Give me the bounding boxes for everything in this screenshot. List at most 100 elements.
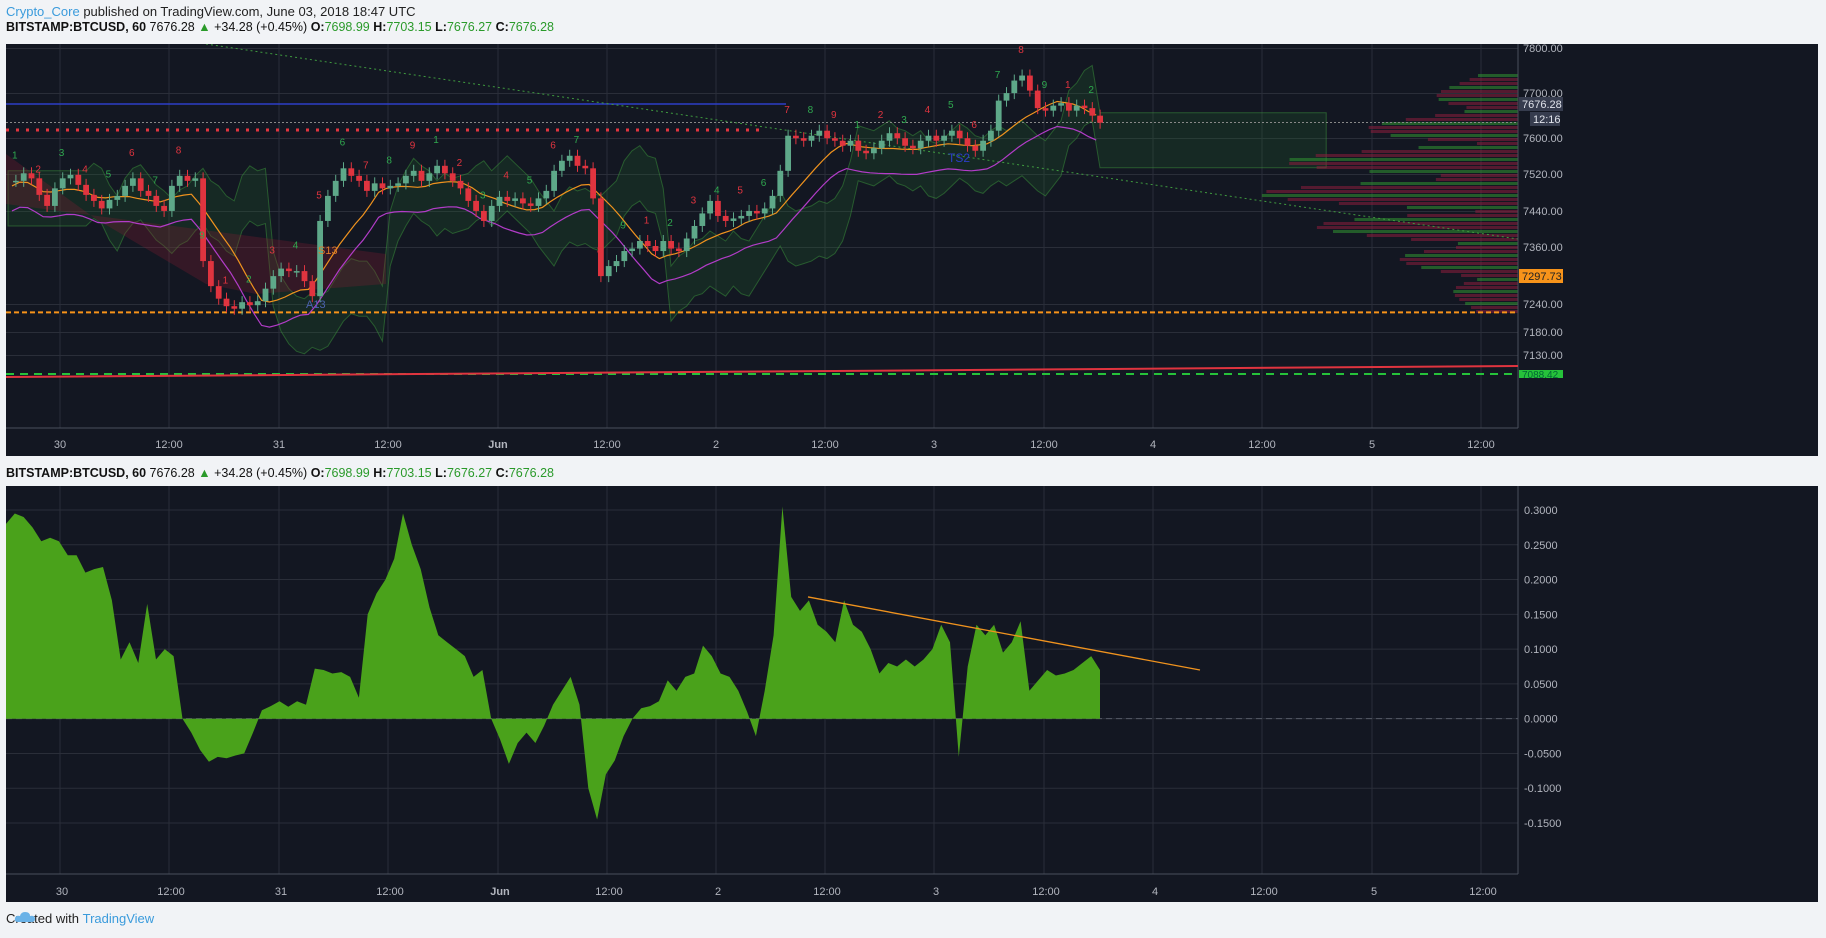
oscillator-tick-label: 0.0500 (1524, 679, 1558, 691)
candle-body (738, 215, 745, 219)
candle-body (816, 130, 823, 136)
volume-profile-bar (1261, 194, 1518, 197)
volume-profile-bar (1454, 294, 1518, 297)
candle-body (715, 200, 721, 216)
candle-body (449, 173, 456, 181)
support-price-tag-label: 7088.42 (1522, 370, 1559, 381)
candle-body (543, 190, 550, 199)
last-price-tag-label: 7676.28 (1522, 99, 1562, 111)
oscillator-tick-label: 0.3000 (1524, 505, 1558, 517)
candle-body (473, 200, 479, 211)
symbol-name[interactable]: BITSTAMP:BTCUSD, 60 (6, 20, 147, 34)
volume-profile-bar (1464, 110, 1518, 113)
candle-body (1011, 80, 1018, 94)
price-chart[interactable]: S13 A13 TS2 1 2 3 4 5 6 7 8 9 1 2 3 4 5 6 7 8 9 1 2 3 4 5 6 7 8 9 1 2 3 4… (6, 44, 1818, 456)
annotation-s13: S13 (318, 245, 338, 257)
time-tick-label: 12:00 (1250, 886, 1278, 898)
sequential-count-label: 5 (737, 185, 743, 196)
oscillator-tick-label: 0.1000 (1524, 644, 1558, 656)
volume-profile-bar (1381, 122, 1518, 125)
oscillator-tick-label: -0.0500 (1524, 748, 1561, 760)
volume-profile-bar (1411, 238, 1518, 241)
candle-body (683, 238, 690, 252)
author-link[interactable]: Crypto_Core (6, 4, 80, 19)
candle-body (340, 168, 347, 181)
candle-body (169, 185, 175, 211)
sequential-count-label: 6 (550, 140, 556, 151)
candle-body (1066, 103, 1072, 111)
candle-body (36, 178, 43, 195)
high-value: 7703.15 (386, 466, 432, 480)
candle-body (590, 168, 596, 199)
candle-body (1097, 115, 1103, 123)
candle-body (1003, 93, 1010, 101)
candle-body (13, 180, 19, 183)
sequential-count-label: 6 (971, 120, 977, 131)
oscillator-tick-label: 0.1500 (1524, 609, 1558, 621)
candle-body (832, 138, 838, 141)
symbol-name[interactable]: BITSTAMP:BTCUSD, 60 (6, 466, 147, 480)
candle-body (106, 199, 113, 209)
sequential-count-label: 3 (59, 148, 65, 159)
candle-body (98, 200, 105, 209)
price-tick-label: 7600.00 (1523, 133, 1563, 145)
oscillator-chart[interactable]: 0.3000 0.2500 0.2000 0.1500 0.1000 0.0500 0.00… (6, 486, 1818, 902)
candle-body (114, 195, 121, 200)
time-axis-bg (6, 874, 1818, 902)
sequential-count-label: 7 (574, 135, 580, 146)
candle-body (371, 183, 378, 191)
volume-profile-bar (1287, 198, 1518, 201)
candle-body (348, 168, 355, 176)
sequential-count-label: 5 (316, 190, 322, 201)
volume-profile-bar (1475, 210, 1518, 213)
candle-body (956, 130, 963, 139)
tradingview-link[interactable]: TradingView (82, 911, 155, 926)
high-label: H: (373, 20, 387, 34)
low-label: L: (435, 466, 447, 480)
candle-body (980, 140, 986, 151)
candle-body (28, 173, 35, 179)
price-tick-label: 7800.00 (1523, 44, 1563, 55)
sequential-count-label: 4 (293, 241, 299, 252)
candle-body (637, 241, 643, 249)
oscillator-tick-label: -0.1000 (1524, 783, 1561, 795)
volume-profile-bar (1435, 178, 1518, 181)
sequential-count-label: 8 (1018, 45, 1024, 56)
open-label: O: (310, 466, 325, 480)
candle-body (917, 140, 924, 149)
candle-body (699, 213, 706, 226)
candle-body (184, 175, 191, 181)
candle-body (964, 138, 971, 146)
sequential-count-label: 3 (691, 195, 697, 206)
oscillator-panel[interactable]: 0.3000 0.2500 0.2000 0.1500 0.1000 0.0500 0.00… (6, 486, 1818, 902)
candle-body (722, 215, 729, 221)
candle-body (262, 288, 269, 302)
candle-body (247, 302, 253, 306)
candle-body (777, 170, 784, 196)
candle-body (395, 183, 401, 186)
annotation-ts2: TS2 (948, 151, 970, 165)
volume-profile-bar (1399, 258, 1518, 261)
sequential-count-label: 2 (878, 110, 884, 121)
support-price-tag (1519, 370, 1563, 378)
candle-body (317, 220, 323, 297)
sequential-count-label: 5 (106, 169, 112, 180)
volume-profile-bar (1469, 78, 1518, 81)
annotation-a13: A13 (306, 299, 326, 311)
time-tick-label: 12:00 (595, 886, 623, 898)
candle-body (886, 133, 893, 141)
countdown-tag (1530, 112, 1560, 126)
volume-profile-bar (1316, 226, 1518, 229)
volume-profile-bar (1266, 190, 1518, 193)
candle-body (504, 196, 511, 201)
candle-body (137, 178, 144, 191)
oscillator-tick-label: 0.2500 (1524, 540, 1558, 552)
price-chart-panel[interactable]: S13 A13 TS2 1 2 3 4 5 6 7 8 9 1 2 3 4 5 6 7 8 9 1 2 3 4 5 6 7 8 9 1 2 3 4… (6, 44, 1818, 456)
sequential-count-label: 2 (667, 218, 673, 229)
sequential-count-label: 9 (199, 231, 205, 242)
candle-body (1019, 75, 1025, 81)
price-tick-label: 7180.00 (1523, 327, 1563, 339)
candle-body (1058, 103, 1064, 106)
sequential-count-label: 7 (995, 70, 1001, 81)
candle-body (793, 135, 799, 139)
